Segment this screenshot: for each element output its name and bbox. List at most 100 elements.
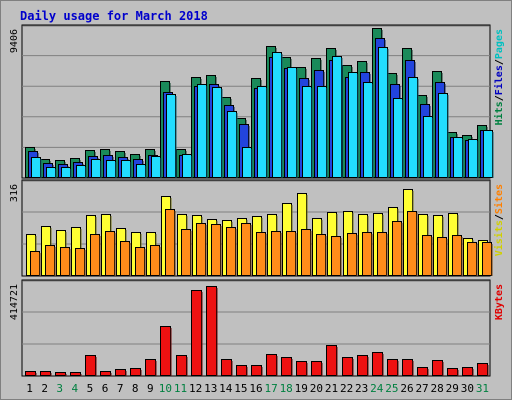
x-tick-label-29: 29 xyxy=(446,382,459,395)
bar-kbytes-day-18 xyxy=(281,357,292,376)
legend-mid: Visits/Sites xyxy=(493,184,505,256)
bar-sites-day-4 xyxy=(75,248,85,276)
bar-kbytes-day-7 xyxy=(115,369,126,376)
bar-kbytes-day-29 xyxy=(447,368,458,376)
bar-sites-day-28 xyxy=(437,237,447,276)
bar-kbytes-day-24 xyxy=(372,352,383,376)
bar-pages-day-11 xyxy=(182,154,192,178)
bar-pages-day-30 xyxy=(468,139,478,178)
panel-bot: 414721 KBytes xyxy=(9,279,505,377)
bar-sites-day-19 xyxy=(301,229,311,276)
bar-sites-day-11 xyxy=(181,229,191,276)
bar-pages-day-4 xyxy=(76,165,86,178)
bar-pages-day-6 xyxy=(106,160,116,178)
x-tick-label-27: 27 xyxy=(415,382,428,395)
bar-pages-day-17 xyxy=(272,52,282,178)
bar-pages-day-15 xyxy=(242,147,252,178)
legend-item-slash: / xyxy=(494,214,505,220)
x-tick-label-25: 25 xyxy=(385,382,398,395)
x-tick-label-11: 11 xyxy=(174,382,187,395)
legend-item-pages: Pages xyxy=(494,29,505,59)
x-tick-label-12: 12 xyxy=(189,382,202,395)
bar-kbytes-day-9 xyxy=(145,359,156,376)
bar-sites-day-29 xyxy=(452,235,462,276)
bar-pages-day-12 xyxy=(197,84,207,178)
bar-kbytes-day-3 xyxy=(55,372,66,376)
bar-pages-day-26 xyxy=(408,77,418,178)
legend-item-slash: / xyxy=(494,95,505,101)
bar-sites-day-18 xyxy=(286,231,296,276)
max-label-bot: 414721 xyxy=(9,284,20,320)
bar-kbytes-day-16 xyxy=(251,365,262,376)
x-tick-label-4: 4 xyxy=(72,382,79,395)
bar-kbytes-day-1 xyxy=(25,371,36,376)
x-tick-label-30: 30 xyxy=(461,382,474,395)
x-tick-label-6: 6 xyxy=(102,382,109,395)
bar-pages-day-28 xyxy=(438,93,448,178)
x-tick-label-14: 14 xyxy=(219,382,233,395)
bar-sites-day-31 xyxy=(482,242,492,276)
x-tick-label-18: 18 xyxy=(280,382,293,395)
bar-kbytes-day-21 xyxy=(326,345,337,376)
bar-pages-day-18 xyxy=(287,67,297,178)
bar-pages-day-27 xyxy=(423,116,433,178)
bar-sites-day-26 xyxy=(407,211,417,276)
bar-pages-day-23 xyxy=(363,82,373,178)
x-tick-label-16: 16 xyxy=(249,382,262,395)
bar-kbytes-day-5 xyxy=(85,355,96,376)
bar-kbytes-day-26 xyxy=(402,359,413,376)
x-tick-label-19: 19 xyxy=(295,382,308,395)
bar-pages-day-1 xyxy=(31,157,41,178)
bar-kbytes-day-30 xyxy=(462,367,473,376)
bar-sites-day-24 xyxy=(377,232,387,276)
legend-item-visits: Visits xyxy=(493,220,505,256)
bar-kbytes-day-17 xyxy=(266,354,277,376)
x-tick-label-28: 28 xyxy=(431,382,444,395)
bar-kbytes-day-10 xyxy=(160,326,171,376)
bar-pages-day-29 xyxy=(453,137,463,178)
bar-kbytes-day-27 xyxy=(417,367,428,376)
bar-pages-day-2 xyxy=(46,167,56,178)
bar-kbytes-day-2 xyxy=(40,371,51,376)
bar-pages-day-5 xyxy=(91,159,101,178)
bar-sites-day-16 xyxy=(256,232,266,276)
x-tick-label-17: 17 xyxy=(264,382,277,395)
bar-pages-day-3 xyxy=(61,167,71,178)
bar-sites-day-15 xyxy=(241,223,251,276)
x-tick-label-8: 8 xyxy=(132,382,139,395)
bar-sites-day-8 xyxy=(135,247,145,276)
bar-sites-day-20 xyxy=(316,234,326,276)
x-tick-label-3: 3 xyxy=(56,382,63,395)
bar-pages-day-25 xyxy=(393,98,403,178)
bar-sites-day-17 xyxy=(271,231,281,276)
bar-pages-day-10 xyxy=(166,94,176,178)
bar-sites-day-25 xyxy=(392,221,402,276)
bar-sites-day-12 xyxy=(196,223,206,276)
bar-kbytes-day-31 xyxy=(477,363,488,376)
bar-kbytes-day-8 xyxy=(130,368,141,376)
x-tick-label-24: 24 xyxy=(370,382,384,395)
bar-kbytes-day-23 xyxy=(357,355,368,376)
bar-sites-day-13 xyxy=(211,224,221,276)
max-label-mid: 316 xyxy=(9,184,20,202)
x-tick-label-21: 21 xyxy=(325,382,338,395)
x-tick-label-2: 2 xyxy=(41,382,48,395)
x-tick-label-26: 26 xyxy=(400,382,413,395)
x-tick-label-1: 1 xyxy=(26,382,33,395)
bar-kbytes-day-14 xyxy=(221,359,232,376)
x-axis-labels: 1 2 3 4 5 6 7 8 9 10 11 12 13 14 15 16 17 18 19 20 21 22 23 24 2… xyxy=(26,382,489,395)
panel-mid: 316 Visits/Sites xyxy=(9,179,505,277)
bar-pages-day-9 xyxy=(151,156,161,178)
bar-kbytes-day-22 xyxy=(342,357,353,376)
bar-sites-day-21 xyxy=(331,236,341,276)
legend-bot: KBytes xyxy=(494,284,505,320)
bar-pages-day-20 xyxy=(317,86,327,178)
bar-sites-day-30 xyxy=(467,242,477,276)
x-tick-label-20: 20 xyxy=(310,382,323,395)
legend-item-files: Files xyxy=(493,65,505,95)
bar-pages-day-16 xyxy=(257,86,267,178)
bar-kbytes-day-20 xyxy=(311,361,322,376)
bar-sites-day-3 xyxy=(60,247,70,276)
